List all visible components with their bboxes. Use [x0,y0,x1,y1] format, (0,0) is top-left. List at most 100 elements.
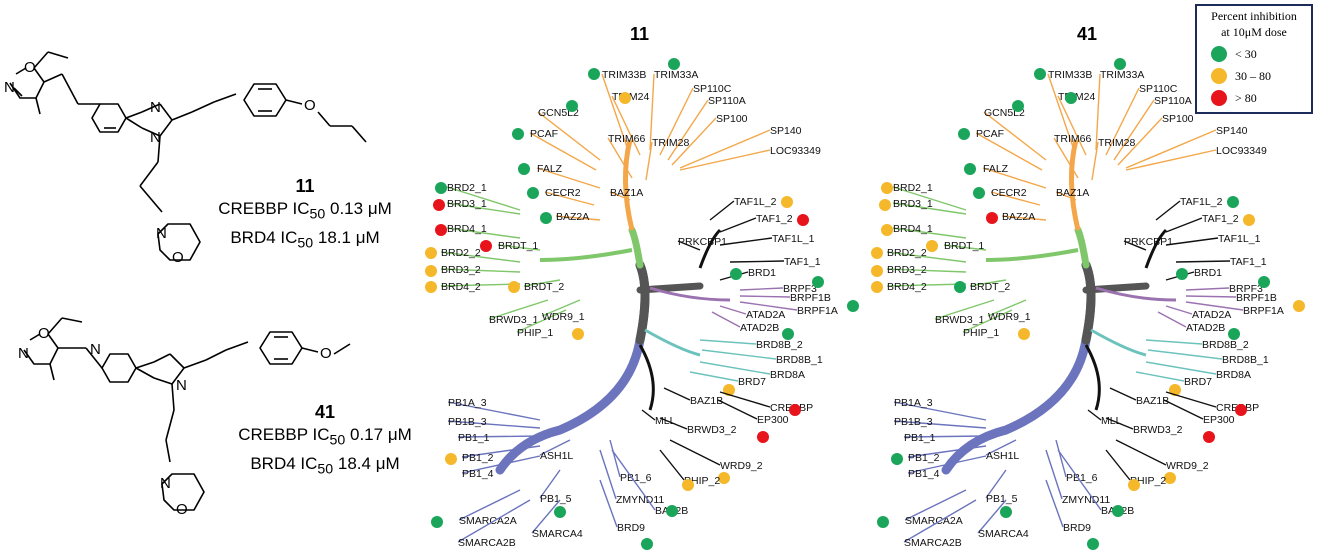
leaf-label-sp140: SP140 [1216,125,1248,137]
leaf-label-pb1_1: PB1_1 [458,432,490,444]
branch-smarca2a [904,489,967,521]
branch-gcn5l2 [983,111,1047,161]
leaf-label-sp110a: SP110A [708,95,746,107]
branch-baz2b [1057,449,1102,511]
inhibition-dot-brd9 [641,538,653,550]
branch-baz2a [555,215,601,221]
branch-brd2_2 [440,251,521,263]
atom-nitrogen: N [156,225,167,242]
leaf-label-prkcbp1: PRKCBP1 [1124,236,1173,248]
leaf-label-brd3_1: BRD3_1 [447,198,487,210]
leaf-label-sp100: SP100 [1162,113,1194,125]
leaf-label-brd9: BRD9 [1063,522,1091,534]
leaf-label-brd9: BRD9 [617,522,645,534]
leaf-label-brd3_2: BRD3_2 [441,264,481,276]
leaf-label-brd8b_1: BRD8B_1 [776,354,823,366]
leaf-label-atad2a: ATAD2A [1192,309,1231,321]
inhibition-dot-cecr2 [527,187,539,199]
leaf-label-prkcbp1: PRKCBP1 [678,236,727,248]
atom-oxygen: O [24,59,36,76]
inhibition-dot-wrd9_2 [1164,472,1176,484]
inhibition-dot-brpf1b [847,300,859,312]
inhibition-dot-trim33a [668,58,680,70]
leaf-label-loc93349: LOC93349 [1216,145,1267,157]
branch-baz1b [663,387,691,401]
branch-pb1_4 [461,455,541,474]
leaf-label-brd2_1: BRD2_1 [893,182,933,194]
leaf-label-pcaf: PCAF [530,128,558,140]
branch-loc93349 [1125,149,1217,171]
inhibition-dot-taf1l_2 [1227,196,1239,208]
inhibition-dot-baz2b [666,505,678,517]
branch-pb1_5 [985,469,1007,499]
leaf-label-baz1b: BAZ1B [690,395,723,407]
inhibition-dot-wdr9_1 [572,328,584,340]
leaf-label-brpf1a: BRPF1A [797,305,838,317]
branch-brd2_1 [892,186,967,211]
leaf-label-taf1_1: TAF1_1 [784,256,821,268]
leaf-label-sp100: SP100 [716,113,748,125]
leaf-label-taf1_1: TAF1_1 [1230,256,1267,268]
inhibition-dot-ep300 [757,431,769,443]
crebbp-ic50: CREBBP IC50 0.17 μM [238,425,412,449]
inhibition-dot-brd3_2 [871,265,883,277]
branch-pb1b_3 [893,420,987,429]
leaf-label-mll: MLL [1101,415,1122,427]
branch-brd3_2 [440,268,521,273]
branch-taf1_1 [729,260,785,263]
leaf-label-smarca2a: SMARCA2A [459,515,517,527]
atom-oxygen: O [38,325,50,342]
leaf-label-pb1_4: PB1_4 [462,468,494,480]
inhibition-dot-pb1_2 [445,453,457,465]
leaf-label-brdt_2: BRDT_2 [524,281,564,293]
legend-item-mid: 30 – 80 [1211,68,1271,84]
leaf-label-baz2a: BAZ2A [1002,211,1035,223]
inhibition-dot-baz2a [540,212,552,224]
branch-atad2a [719,305,747,315]
tree-title-41: 41 [1077,24,1098,44]
leaf-label-ash1l: ASH1L [540,450,573,462]
branch-brd4_1 [446,227,521,239]
branch-baz1a [1055,191,1077,201]
branch-falz [536,167,601,189]
leaf-label-pb1_4: PB1_4 [908,468,940,480]
inhibition-dot-trim33b [1034,68,1046,80]
green-dot-icon [1211,46,1227,62]
branch-phip_2 [659,449,685,481]
tree-trunk [635,260,650,345]
branch-brdt_1 [497,244,541,251]
leaf-label-trim33a: TRIM33A [1100,69,1144,81]
leaf-label-brd1: BRD1 [748,267,776,279]
branch-brd4_1 [892,227,967,239]
leaf-label-brd7: BRD7 [1184,376,1212,388]
leaf-label-brd4_1: BRD4_1 [893,223,933,235]
inhibition-dot-phip_2 [1128,479,1140,491]
inhibition-dot-baz2b [1112,505,1124,517]
branch-smarca4 [531,499,561,534]
branch-pb1_2 [907,445,987,458]
leaf-label-brdt_2: BRDT_2 [970,281,1010,293]
atom-oxygen: O [320,345,332,362]
branch-brd4_2 [886,283,967,287]
brd4-ic50: BRD4 IC50 18.4 μM [250,454,400,478]
inhibition-dot-brd1 [730,268,742,280]
leaf-label-cecr2: CECR2 [991,187,1027,199]
branch-sp100 [671,117,717,166]
branch-brd8b_1 [1147,349,1223,360]
branch-taf1l_1 [1165,237,1219,246]
inhibition-dot-gcn5l2 [1012,100,1024,112]
leaf-label-wrd9_2: WRD9_2 [1166,460,1209,472]
leaf-label-ash1l: ASH1L [986,450,1019,462]
inhibition-dot-pb1_5 [1000,506,1012,518]
branch-phip_2 [1105,449,1131,481]
branch-trim33b [1047,73,1075,151]
branch-gcn5l2 [537,111,601,161]
inhibition-dot-ep300 [1203,431,1215,443]
inhibition-dot-brd4_2 [871,281,883,293]
inhibition-dot-phip_2 [682,479,694,491]
leaf-label-brdt_1: BRDT_1 [944,240,984,252]
brd4-ic50: BRD4 IC50 18.1 μM [230,228,380,252]
branch-zmynd11 [599,449,617,500]
leaf-label-brd7: BRD7 [738,376,766,388]
inhibition-dot-brd3_2 [425,265,437,277]
